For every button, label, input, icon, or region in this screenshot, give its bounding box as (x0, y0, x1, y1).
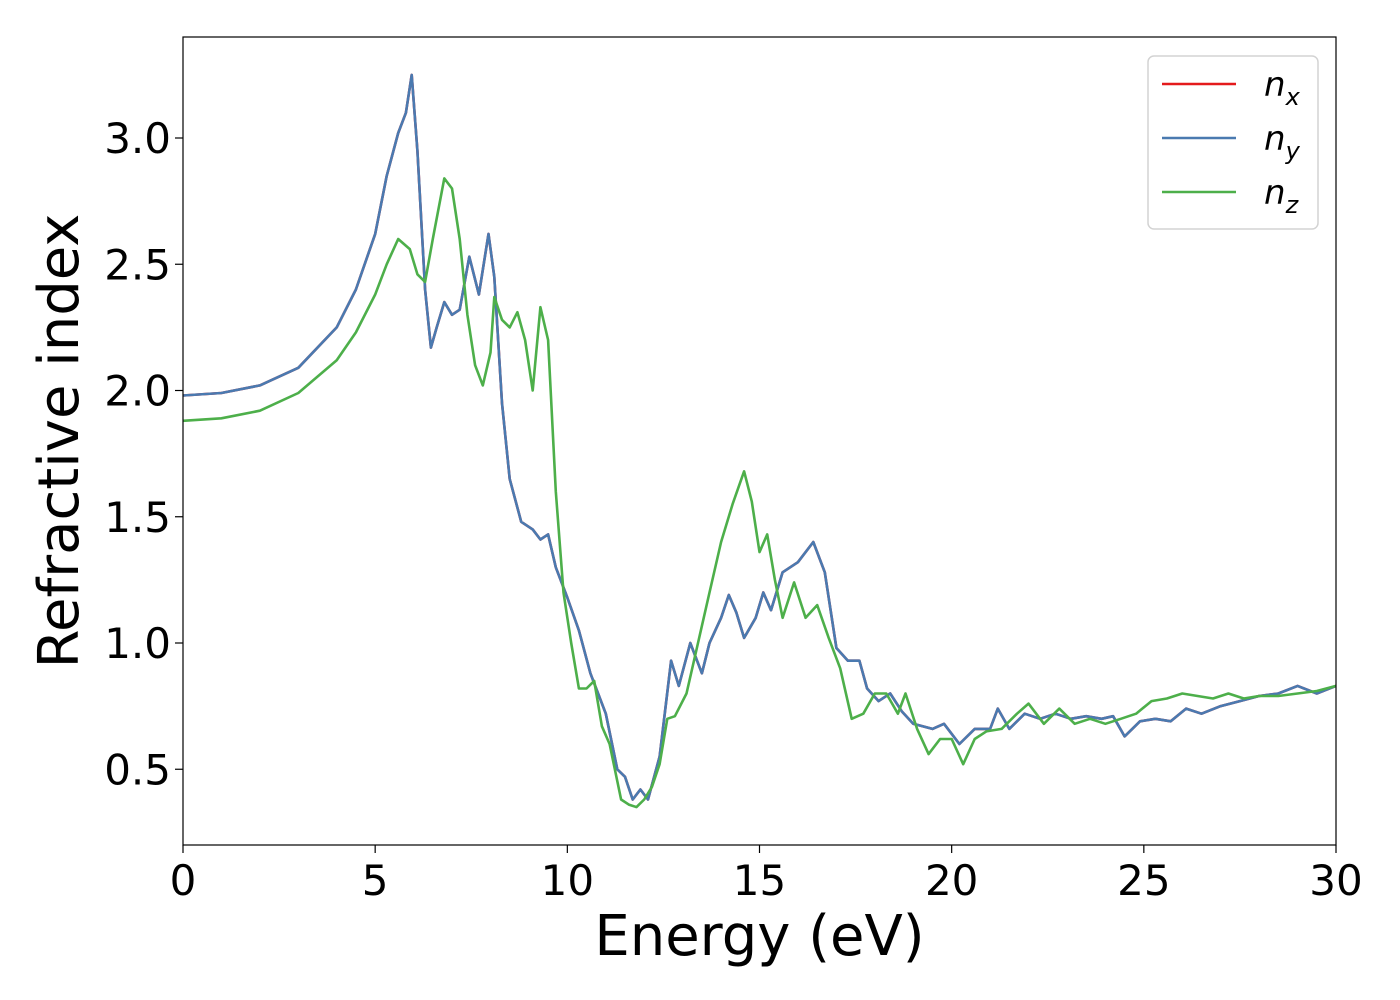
y-axis-ticks: 0.5 1.0 1.5 2.0 2.5 3.0 (104, 114, 183, 794)
x-tick-label: 5 (362, 856, 389, 905)
y-tick-label: 2.5 (104, 240, 171, 289)
series-layer (182, 73, 1337, 809)
x-axis-ticks: 0 5 10 15 20 25 30 (170, 845, 1363, 905)
y-tick-label: 3.0 (104, 114, 171, 163)
y-axis-label: Refractive index (27, 214, 92, 669)
x-tick-label: 20 (925, 856, 978, 905)
legend-label-nz: nz (1264, 173, 1300, 219)
x-tick-label: 30 (1309, 856, 1362, 905)
y-tick-label: 2.0 (104, 367, 171, 416)
x-tick-label: 10 (541, 856, 594, 905)
series-line-nz (182, 177, 1337, 809)
y-tick-label: 1.0 (104, 619, 171, 668)
y-tick-label: 1.5 (104, 493, 171, 542)
x-axis-label: Energy (eV) (594, 904, 924, 969)
legend-label-nx: nx (1264, 65, 1301, 111)
series-line-ny (182, 73, 1337, 801)
x-tick-label: 25 (1117, 856, 1170, 905)
legend-label-ny: ny (1264, 119, 1301, 165)
y-tick-label: 0.5 (104, 745, 171, 794)
x-tick-label: 0 (170, 856, 197, 905)
plot-background (183, 37, 1336, 845)
x-tick-label: 15 (733, 856, 786, 905)
legend-box (1147, 55, 1319, 230)
legend: nx ny nz (1147, 55, 1319, 230)
